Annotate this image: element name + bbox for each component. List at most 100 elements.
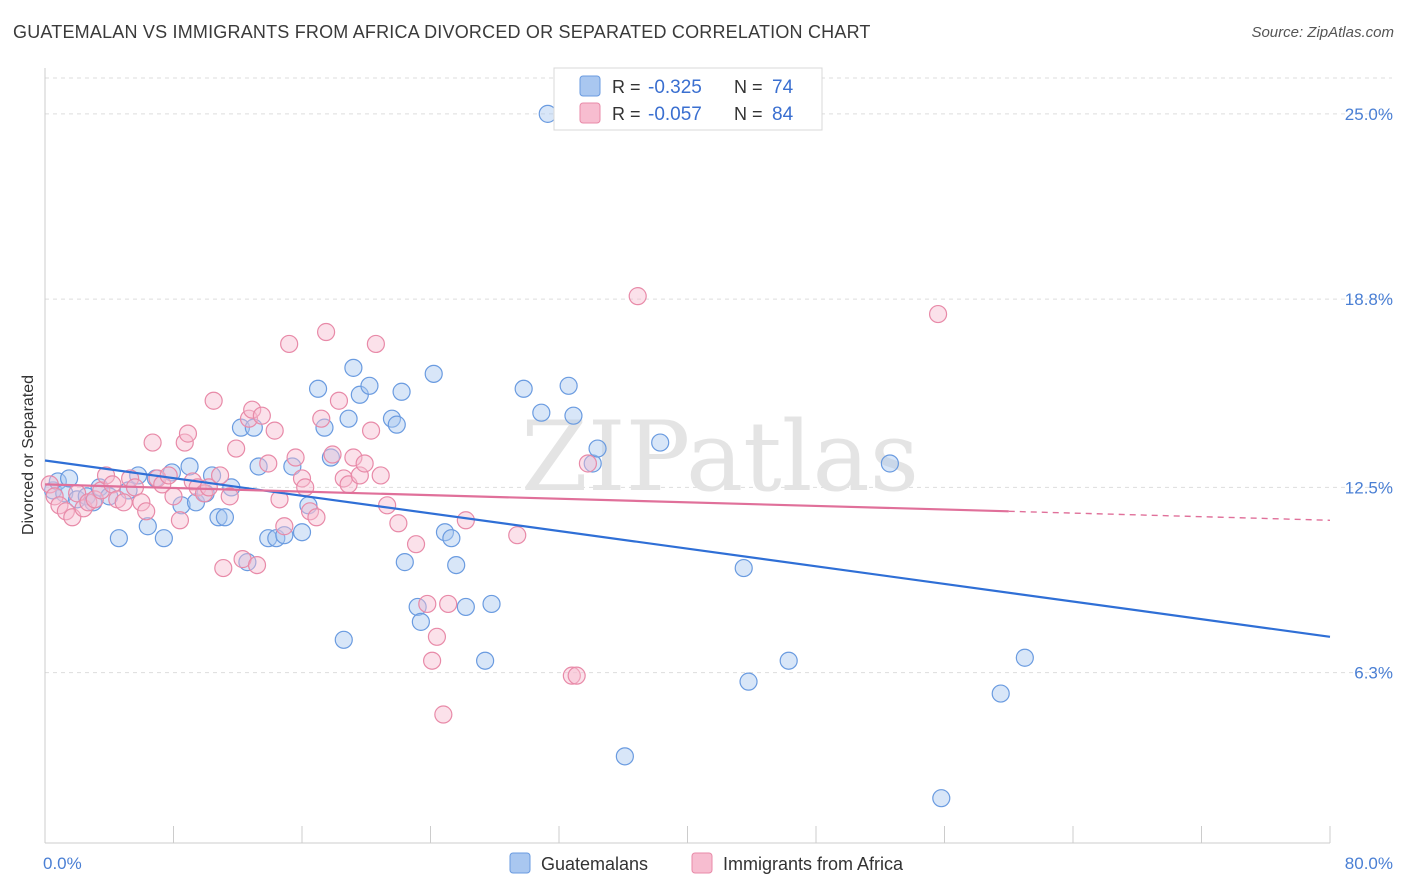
legend-swatch-africa (691, 852, 713, 874)
x-tick-label: 0.0% (43, 854, 82, 873)
point-guatemalans (447, 555, 466, 575)
axes (44, 68, 1331, 844)
point-africa (316, 322, 336, 342)
point-guatemalans (395, 553, 414, 572)
point-africa (275, 517, 294, 536)
point-africa (137, 502, 156, 521)
x-tick-labels: 0.0% 80.0% (43, 854, 1393, 873)
point-guatemalans (514, 379, 533, 398)
stats-r-label: R = (612, 77, 641, 97)
point-africa (296, 478, 315, 497)
trend-line-africa (44, 483, 1009, 513)
point-guatemalans (138, 517, 157, 536)
point-africa (344, 448, 363, 467)
stats-n-value: 84 (772, 104, 794, 125)
point-africa (562, 666, 581, 685)
point-africa (210, 466, 230, 485)
point-africa (265, 421, 284, 440)
point-africa (578, 454, 598, 473)
point-guatemalans (442, 529, 461, 548)
point-africa (361, 421, 381, 440)
data-points (40, 104, 1034, 808)
point-guatemalans (339, 409, 358, 428)
point-guatemalans (387, 415, 406, 434)
point-africa (456, 511, 475, 530)
stats-r-label: R = (612, 104, 641, 124)
y-tick-label: 25.0% (1345, 105, 1393, 124)
point-guatemalans (180, 457, 199, 476)
point-africa (355, 454, 374, 473)
stats-legend: R = -0.325 N = 74 R = -0.057 N = 84 (553, 67, 823, 131)
point-guatemalans (154, 529, 173, 548)
point-africa (350, 466, 369, 485)
point-africa (159, 466, 178, 485)
point-africa (204, 391, 223, 410)
point-africa (220, 487, 239, 506)
point-africa (508, 526, 527, 545)
point-africa (243, 400, 262, 419)
point-guatemalans (991, 684, 1010, 703)
point-guatemalans (532, 403, 551, 422)
point-africa (247, 555, 267, 575)
point-africa (312, 409, 331, 428)
point-guatemalans (482, 594, 501, 614)
point-africa (143, 433, 162, 452)
point-africa (366, 334, 385, 354)
point-guatemalans (334, 630, 353, 649)
point-guatemalans (382, 409, 402, 428)
point-guatemalans (292, 523, 312, 542)
point-africa (252, 406, 271, 425)
point-africa (307, 508, 326, 527)
legend-swatch-guatemalans (509, 852, 531, 874)
point-guatemalans (588, 439, 607, 458)
point-africa (85, 490, 104, 509)
point-guatemalans (1015, 648, 1034, 667)
point-africa (286, 448, 305, 467)
point-guatemalans (392, 382, 411, 401)
point-guatemalans (411, 612, 430, 631)
point-guatemalans (344, 358, 363, 377)
point-africa (164, 487, 183, 506)
point-africa (178, 424, 198, 443)
point-guatemalans (779, 651, 798, 670)
point-africa (378, 496, 397, 515)
legend-label-africa: Immigrants from Africa (723, 854, 904, 874)
stats-r-value: -0.057 (648, 104, 702, 125)
point-africa (423, 651, 442, 670)
y-tick-label: 18.8% (1345, 290, 1393, 309)
y-tick-labels: 6.3% 12.5% 18.8% 25.0% (1345, 105, 1393, 683)
point-guatemalans (615, 747, 634, 766)
y-axis-label: Divorced or Separated (20, 375, 37, 535)
point-guatemalans (59, 469, 79, 488)
x-tick-label: 80.0% (1345, 854, 1393, 873)
stats-n-label: N = (734, 77, 763, 97)
trend-line-africa-dashed (1008, 510, 1331, 521)
y-tick-label: 6.3% (1354, 664, 1393, 683)
point-guatemalans (476, 651, 495, 670)
point-africa (427, 627, 447, 646)
stats-swatch-africa (579, 102, 601, 124)
point-africa (567, 666, 586, 685)
point-africa (114, 493, 133, 512)
point-guatemalans (215, 508, 234, 527)
point-africa (45, 487, 64, 506)
point-africa (628, 287, 647, 306)
point-guatemalans (564, 406, 583, 425)
point-guatemalans (739, 672, 758, 691)
point-africa (323, 445, 342, 464)
point-guatemalans (321, 448, 341, 467)
gridlines (45, 77, 1392, 674)
point-guatemalans (109, 529, 128, 548)
point-africa (132, 493, 151, 512)
point-guatemalans (209, 508, 228, 527)
source-label: Source: ZipAtlas.com (1251, 24, 1394, 41)
stats-swatch-guatemalans (579, 75, 601, 97)
trend-lines (44, 459, 1331, 638)
point-africa (280, 334, 299, 354)
stats-n-label: N = (734, 104, 763, 124)
point-africa (928, 304, 948, 324)
point-guatemalans (932, 789, 951, 808)
point-africa (418, 594, 437, 614)
point-africa (389, 514, 408, 533)
point-africa (259, 454, 278, 473)
